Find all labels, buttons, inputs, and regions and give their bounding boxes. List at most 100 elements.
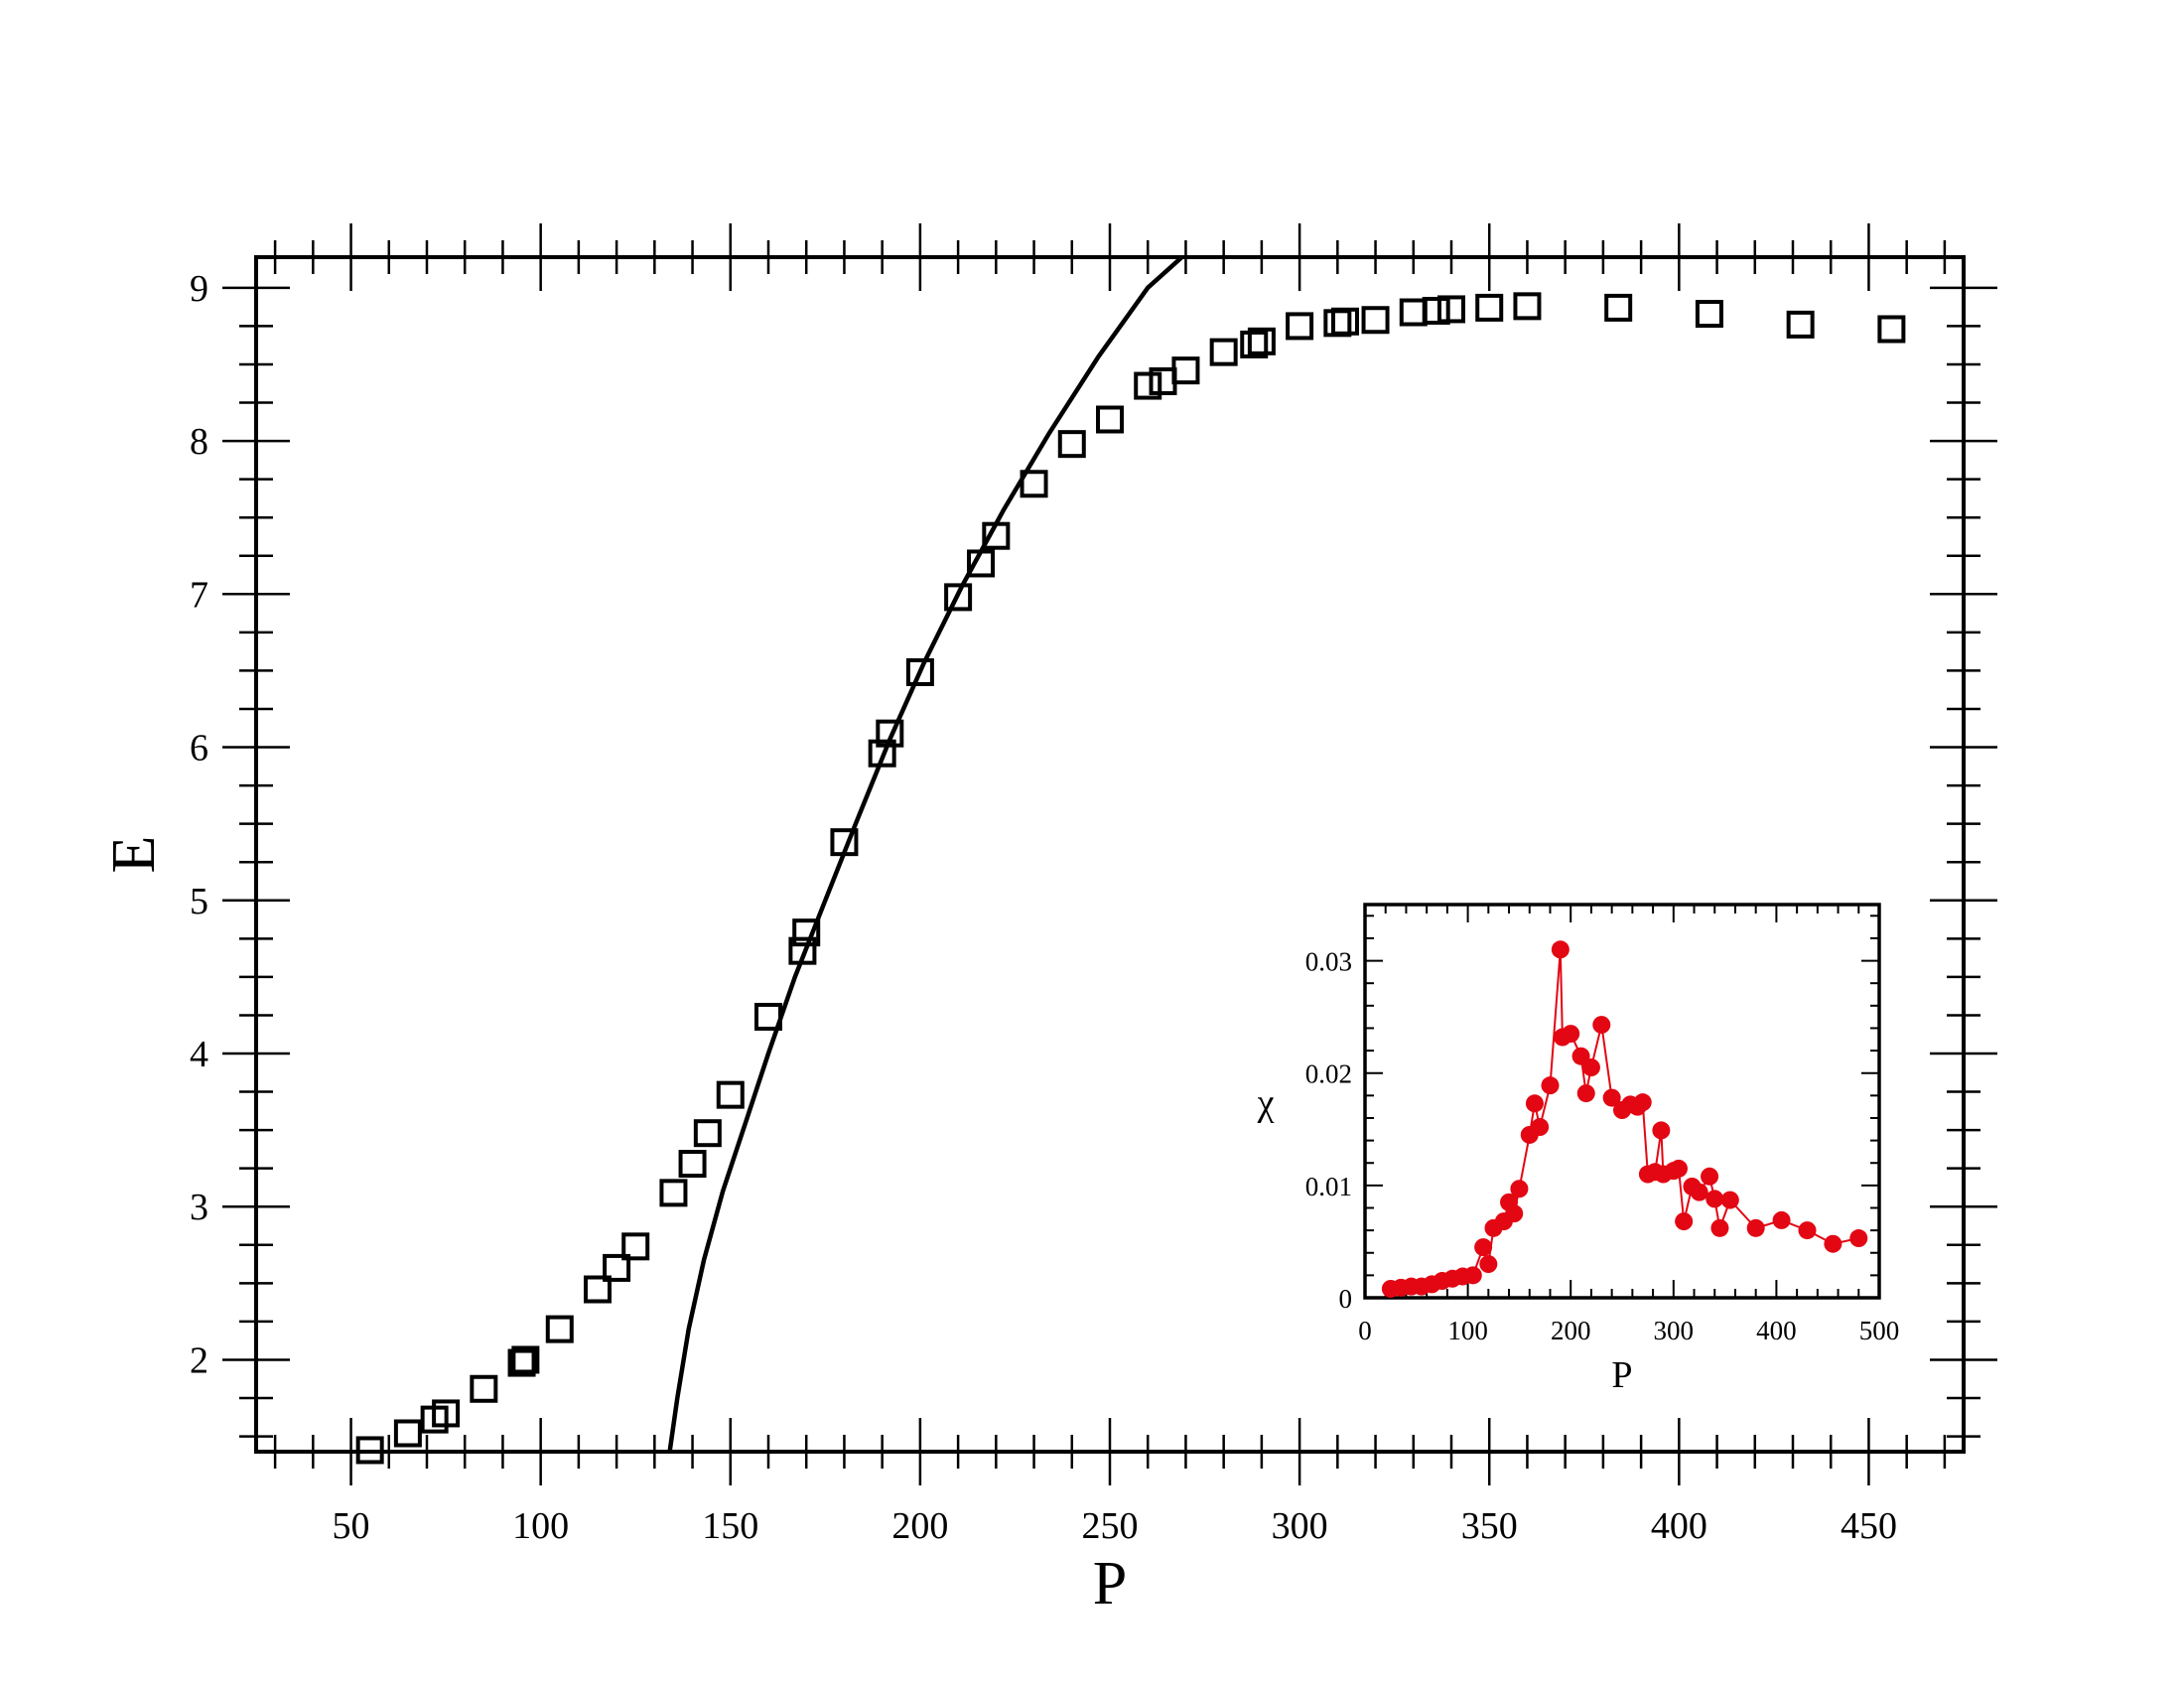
inset-data-point — [1602, 1088, 1621, 1107]
data-point-square — [1437, 295, 1465, 324]
inset-data-point — [1474, 1238, 1493, 1257]
data-point-square — [967, 549, 996, 578]
data-point-square — [1057, 430, 1086, 459]
data-point-square — [511, 1345, 540, 1374]
data-point-square — [659, 1179, 688, 1207]
x-tick-label: 50 — [333, 1505, 370, 1547]
fit-curve — [667, 257, 1184, 1452]
data-point-square — [1247, 327, 1276, 355]
data-point-square — [432, 1399, 461, 1428]
inset-x-tick-label: 200 — [1551, 1316, 1591, 1345]
data-point-square — [792, 918, 821, 947]
data-point-square — [621, 1232, 650, 1261]
inset-data-point — [1824, 1234, 1843, 1253]
data-point-square — [868, 739, 896, 768]
inset-x-tick-label: 0 — [1358, 1316, 1372, 1345]
y-tick-label: 9 — [190, 268, 208, 310]
data-point-square — [1604, 293, 1633, 322]
inset-data-point — [1720, 1191, 1739, 1209]
y-tick-label: 4 — [190, 1034, 208, 1075]
inset-data-point — [1633, 1093, 1652, 1112]
data-point-square — [603, 1253, 631, 1282]
x-tick-label: 300 — [1272, 1505, 1328, 1547]
data-point-square — [1513, 292, 1542, 321]
data-point-square — [1475, 293, 1504, 322]
inset-x-tick-label: 300 — [1654, 1316, 1695, 1345]
x-tick-label: 400 — [1651, 1505, 1707, 1547]
inset-data-point — [1772, 1210, 1791, 1229]
data-point-square — [584, 1275, 612, 1304]
inset-plot: 0 100 200 300 400 500 0 0.01 0.02 0.03 Pχ — [1257, 903, 1900, 1396]
data-point-square — [1361, 306, 1390, 335]
data-point-square — [470, 1374, 498, 1403]
inset-data-point — [1706, 1190, 1724, 1208]
y-tick-label: 7 — [190, 574, 208, 616]
x-tick-label: 250 — [1082, 1505, 1139, 1547]
inset-y-axis-title: χ — [1257, 1082, 1275, 1124]
data-point-square — [1330, 307, 1359, 336]
data-point-square — [1209, 338, 1238, 366]
main-plot: 50 100 150 200 250 300 350 400 450 2 3 4 5 6 7 8 9 P E — [100, 223, 1997, 1618]
data-point-square — [830, 828, 859, 857]
inset-data-point — [1710, 1218, 1729, 1237]
data-point-square — [1134, 371, 1162, 400]
inset-data-point — [1562, 1025, 1580, 1044]
data-point-square — [716, 1080, 745, 1109]
inset-data-point — [1849, 1229, 1868, 1248]
inset-plot-frame — [1363, 903, 1881, 1300]
y-tick-label: 5 — [190, 881, 208, 922]
data-point-square — [944, 583, 973, 612]
inset-y-tick-label: 0.01 — [1305, 1172, 1352, 1201]
data-point-square — [1695, 300, 1723, 329]
data-point-square — [355, 1436, 384, 1465]
data-point-square — [788, 936, 817, 965]
inset-y-tick-label: 0 — [1339, 1284, 1353, 1314]
data-point-square — [1286, 312, 1314, 341]
data-point-square — [545, 1315, 574, 1343]
x-tick-label: 450 — [1841, 1505, 1897, 1547]
x-tick-label: 100 — [512, 1505, 569, 1547]
y-tick-label: 6 — [190, 728, 208, 770]
inset-y-tick-label: 0.03 — [1305, 947, 1352, 977]
data-point-square — [1240, 330, 1269, 358]
data-point-square — [905, 657, 934, 686]
inset-x-tick-label: 400 — [1756, 1316, 1797, 1345]
inset-data-point — [1479, 1255, 1498, 1274]
x-axis-title: P — [1093, 1550, 1127, 1618]
data-point-square — [1422, 296, 1450, 325]
y-tick-label: 3 — [190, 1187, 208, 1228]
data-point-square — [1171, 356, 1200, 385]
data-point-square — [1786, 310, 1815, 339]
inset-data-point — [1669, 1159, 1688, 1178]
inset-x-tick-label: 100 — [1447, 1316, 1488, 1345]
inset-data-point — [1525, 1094, 1544, 1113]
data-point-square — [1323, 309, 1352, 338]
inset-data-point — [1592, 1016, 1611, 1035]
inset-y-tick-label: 0.02 — [1305, 1059, 1352, 1089]
inset-data-point — [1551, 940, 1570, 959]
inset-data-point — [1531, 1118, 1550, 1137]
inset-data-point — [1675, 1212, 1694, 1231]
data-point-square — [1877, 315, 1906, 344]
inset-data-point — [1510, 1180, 1529, 1198]
data-point-square — [1020, 470, 1048, 498]
data-point-square — [1096, 405, 1124, 434]
inset-data-point — [1798, 1221, 1817, 1240]
data-point-square — [393, 1419, 422, 1448]
inset-data-point — [1690, 1183, 1708, 1201]
x-tick-label: 200 — [891, 1505, 948, 1547]
inset-x-tick-label: 500 — [1859, 1316, 1900, 1345]
inset-data-point — [1541, 1076, 1560, 1095]
data-point-square — [876, 719, 904, 748]
data-point-square — [1399, 298, 1428, 327]
y-tick-label: 8 — [190, 421, 208, 463]
data-point-square — [678, 1150, 707, 1179]
inset-data-point — [1463, 1266, 1482, 1285]
data-point-square — [693, 1119, 722, 1148]
data-point-square — [982, 521, 1011, 550]
inset-data-point — [1576, 1084, 1595, 1103]
inset-data-point — [1701, 1167, 1719, 1186]
inset-x-axis-title: P — [1611, 1354, 1632, 1396]
y-tick-label: 2 — [190, 1339, 208, 1381]
